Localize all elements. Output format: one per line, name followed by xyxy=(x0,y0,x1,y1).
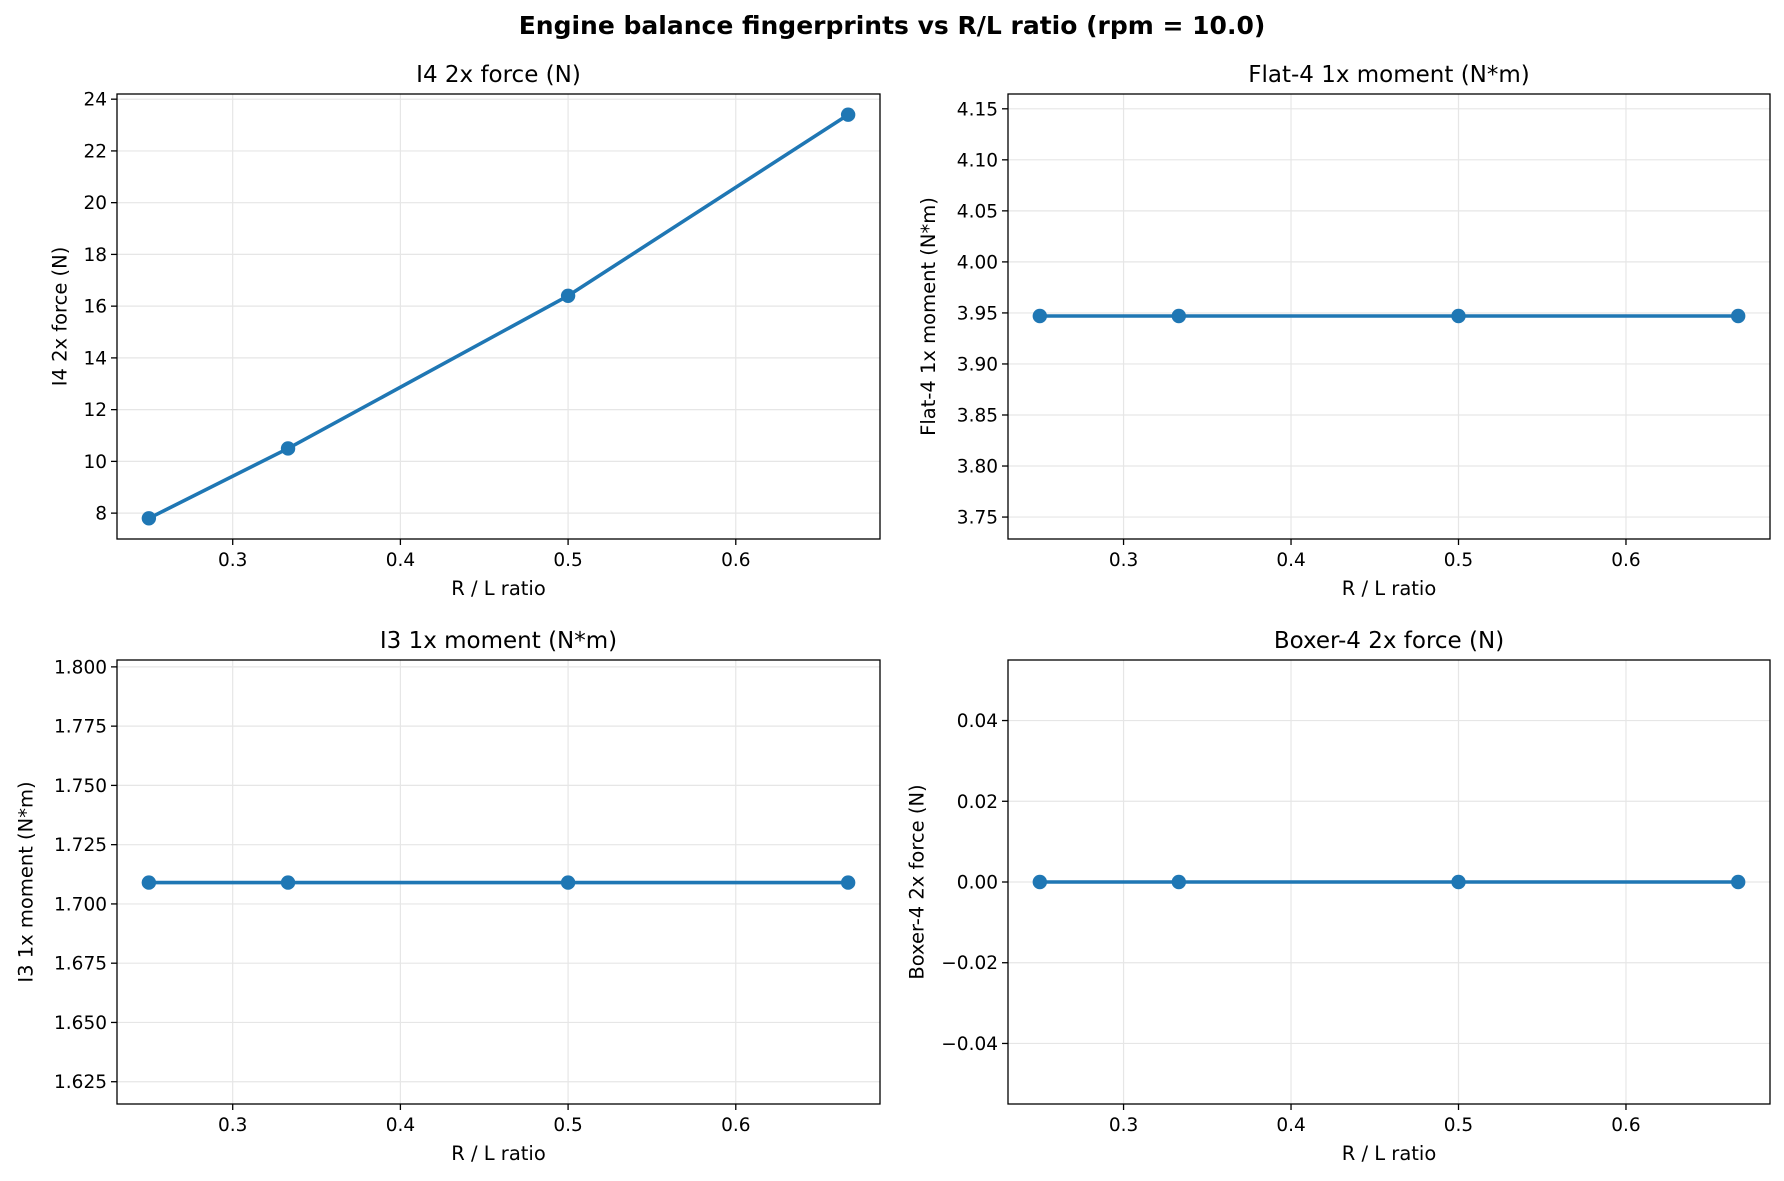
x-tick-label: 0.6 xyxy=(721,1115,750,1136)
y-axis-label: Flat-4 1x moment (N*m) xyxy=(917,197,940,436)
data-point xyxy=(840,875,856,890)
y-tick-label: 1.775 xyxy=(54,717,107,738)
y-tick-label: 3.85 xyxy=(957,405,998,426)
y-tick-label: 1.700 xyxy=(54,894,107,915)
data-point xyxy=(1171,874,1187,890)
y-tick-label: 8 xyxy=(95,504,107,525)
y-tick-label: 3.95 xyxy=(957,303,998,324)
figure-suptitle: Engine balance fingerprints vs R/L ratio… xyxy=(519,11,1266,40)
x-tick-label: 0.6 xyxy=(1611,550,1640,571)
x-tick-label: 0.3 xyxy=(1109,1115,1138,1136)
y-axis-label: I3 1x moment (N*m) xyxy=(15,781,38,982)
x-tick-label: 0.6 xyxy=(721,550,750,571)
y-tick-label: 4.10 xyxy=(957,150,998,171)
y-tick-label: 1.800 xyxy=(54,657,107,678)
subplot-title: Flat-4 1x moment (N*m) xyxy=(1248,62,1530,88)
data-point xyxy=(141,511,157,526)
y-tick-label: −0.04 xyxy=(941,1034,998,1055)
x-tick-label: 0.3 xyxy=(218,1115,247,1136)
data-point xyxy=(840,107,856,122)
x-tick-label: 0.3 xyxy=(218,550,247,571)
data-point xyxy=(1451,874,1466,890)
y-tick-label: 3.80 xyxy=(957,457,998,478)
y-tick-label: 3.90 xyxy=(957,354,998,375)
y-tick-label: 1.625 xyxy=(54,1072,107,1093)
x-axis-label: R / L ratio xyxy=(1342,577,1437,600)
data-point xyxy=(560,288,576,304)
data-point xyxy=(280,875,296,890)
data-point xyxy=(280,441,296,456)
y-tick-label: 0.02 xyxy=(957,792,998,813)
x-tick-label: 0.4 xyxy=(1276,550,1305,571)
y-tick-label: 12 xyxy=(83,400,107,421)
y-tick-label: 4.00 xyxy=(957,252,998,273)
data-point xyxy=(1451,308,1466,324)
x-axis-label: R / L ratio xyxy=(1342,1142,1437,1165)
subplot-i3-1x-moment: I3 1x moment (N*m) R / L ratio I3 1x mom… xyxy=(15,628,881,1165)
y-tick-label: 1.650 xyxy=(54,1013,107,1034)
y-tick-label: −0.02 xyxy=(941,953,998,974)
y-tick-label: 14 xyxy=(83,348,107,369)
y-tick-label: 24 xyxy=(83,90,107,111)
x-tick-label: 0.3 xyxy=(1109,550,1138,571)
data-point xyxy=(1171,308,1187,324)
x-tick-label: 0.6 xyxy=(1611,1115,1640,1136)
y-axis-label: Boxer-4 2x force (N) xyxy=(906,784,929,979)
subplot-i4-2x-force: I4 2x force (N) R / L ratio I4 2x force … xyxy=(48,62,881,600)
y-tick-label: 10 xyxy=(83,452,107,473)
axes-frame xyxy=(116,659,881,1105)
subplot-title: I4 2x force (N) xyxy=(416,62,581,88)
x-axis-label: R / L ratio xyxy=(451,577,546,600)
x-tick-label: 0.4 xyxy=(386,1115,415,1136)
grid-lines xyxy=(117,660,880,1104)
y-tick-label: 1.725 xyxy=(54,835,107,856)
y-tick-label: 22 xyxy=(83,141,107,162)
x-tick-label: 0.4 xyxy=(1276,1115,1305,1136)
y-tick-label: 20 xyxy=(83,193,107,214)
series-line xyxy=(147,112,850,521)
y-axis-label: I4 2x force (N) xyxy=(48,247,71,387)
data-point xyxy=(1032,308,1048,324)
y-tick-label: 16 xyxy=(83,297,107,318)
data-point xyxy=(1730,874,1746,890)
y-tick-label: 1.675 xyxy=(54,954,107,975)
y-tick-label: 18 xyxy=(83,245,107,266)
grid-lines xyxy=(117,94,880,539)
x-tick-label: 0.5 xyxy=(553,550,582,571)
y-tick-label: 0.04 xyxy=(957,711,998,732)
x-tick-label: 0.5 xyxy=(1444,1115,1473,1136)
axes-frame xyxy=(116,93,881,540)
subplot-title: Boxer-4 2x force (N) xyxy=(1274,628,1504,654)
y-tick-label: 1.750 xyxy=(54,776,107,797)
data-point xyxy=(141,875,157,890)
data-point xyxy=(560,875,576,890)
subplot-flat4-1x-moment: Flat-4 1x moment (N*m) R / L ratio Flat-… xyxy=(917,62,1771,600)
y-tick-label: 4.05 xyxy=(957,201,998,222)
x-tick-label: 0.5 xyxy=(1444,550,1473,571)
y-tick-label: 4.15 xyxy=(957,99,998,120)
subplot-title: I3 1x moment (N*m) xyxy=(380,628,617,654)
data-point xyxy=(1032,874,1048,890)
y-tick-label: 0.00 xyxy=(957,873,998,894)
axes-frame xyxy=(1007,93,1771,540)
subplot-boxer4-2x-force: Boxer-4 2x force (N) R / L ratio Boxer-4… xyxy=(906,628,1771,1165)
x-tick-label: 0.4 xyxy=(386,550,415,571)
x-axis-label: R / L ratio xyxy=(451,1142,546,1165)
x-tick-label: 0.5 xyxy=(553,1115,582,1136)
y-tick-label: 3.75 xyxy=(957,508,998,529)
data-point xyxy=(1730,308,1746,324)
